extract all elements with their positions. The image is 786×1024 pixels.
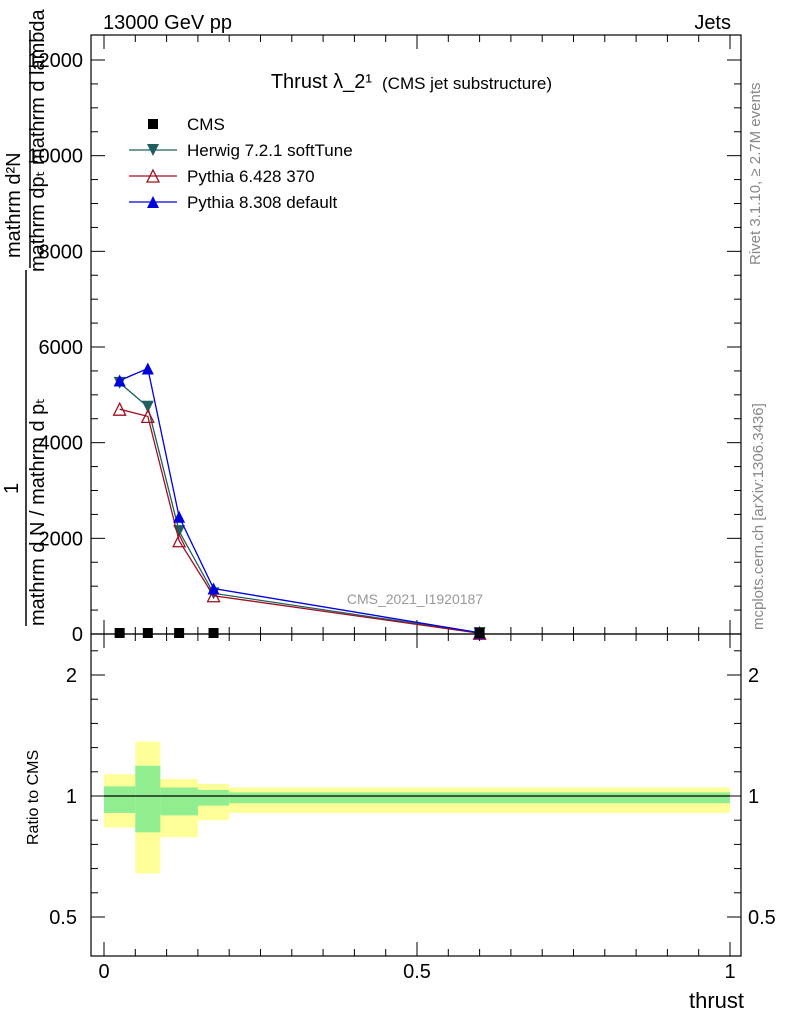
series-0-point-2	[174, 628, 185, 638]
legend-label-2: Pythia 6.428 370	[187, 167, 315, 186]
x-axis-label: thrust	[689, 988, 744, 1013]
legend-label-0: CMS	[187, 115, 225, 134]
ratio-y-tick-label-right: 1	[748, 786, 759, 808]
series-0-point-0	[114, 628, 125, 638]
main-series	[112, 362, 487, 640]
legend-marker-1	[147, 144, 159, 156]
main-y-tick-label: 12000	[27, 50, 83, 72]
ratio-y-tick-label-left: 1	[66, 786, 77, 808]
ratio-y-tick-label-right: 2	[748, 665, 759, 687]
ratio-frame	[90, 633, 742, 957]
series-2-point-3	[206, 588, 221, 603]
ylabel-numerator-1: mathrm d²N	[3, 152, 25, 258]
legend-label-1: Herwig 7.2.1 softTune	[187, 141, 353, 160]
ratio-y-axis: 0.5 0.5 1 1 2 2	[49, 650, 776, 929]
main-y-tick-label: 2000	[39, 528, 84, 550]
legend-marker-0	[148, 119, 158, 129]
series-0-point-3	[208, 628, 219, 638]
rivet-label: Rivet 3.1.10, ≥ 2.7M events	[747, 83, 764, 266]
ratio-band-inner	[197, 789, 230, 806]
ylabel-numerator-2: 1	[1, 483, 23, 494]
series-0-point-4	[474, 628, 485, 638]
header-left: 13000 GeV pp	[103, 12, 232, 34]
ratio-band-inner	[229, 792, 730, 804]
x-tick-label: 0.5	[403, 961, 431, 983]
ratio-y-tick-label-left: 2	[66, 665, 77, 687]
legend: CMS Herwig 7.2.1 softTune Pythia 6.428 370…	[129, 115, 353, 212]
ratio-ylabel: Ratio to CMS	[25, 750, 42, 845]
ylabel-denominator-2: mathrm d N / mathrm d pₜ	[27, 398, 49, 626]
legend-marker-2	[145, 168, 161, 183]
ratio-bands	[104, 741, 730, 874]
series-3-point-0	[113, 374, 126, 387]
main-ylabel: mathrm d²N mathrm dpₜ mathrm d lambda 1 …	[1, 8, 49, 626]
header-right: Jets	[694, 12, 731, 34]
main-y-tick-label: 8000	[39, 241, 84, 263]
series-2-point-1	[140, 408, 155, 424]
series-3-point-2	[173, 510, 186, 523]
chart-subtitle: (CMS jet substructure)	[382, 74, 552, 93]
ratio-band-inner	[104, 786, 136, 813]
series-2-point-0	[112, 401, 127, 416]
series-3-point-1	[141, 362, 154, 375]
x-tick-label: 0	[98, 961, 109, 983]
x-tick-label: 1	[724, 961, 735, 983]
ratio-panel: 0.5 0.51 12 2 0 0.5 1 Ratio to CMS thrust	[25, 633, 776, 1013]
series-0-point-1	[142, 628, 153, 638]
legend-marker-3	[147, 196, 159, 208]
ylabel-denominator-1: mathrm dpₜ mathrm d lambda	[27, 8, 49, 272]
series-1-point-1	[141, 400, 154, 413]
series-3-point-3	[207, 582, 220, 595]
chart-title: Thrust λ_2¹	[271, 71, 372, 93]
mcplots-label: mcplots.cern.ch [arXiv:1306.3436]	[750, 403, 767, 630]
ratio-y-tick-label-right: 0.5	[748, 907, 776, 929]
ratio-band-inner	[160, 787, 198, 816]
ratio-x-axis: 0 0.5 1	[98, 634, 736, 983]
watermark: CMS_2021_I1920187	[347, 591, 483, 607]
ratio-band-inner	[135, 765, 161, 833]
legend-label-3: Pythia 8.308 default	[187, 193, 338, 212]
main-y-tick-label: 0	[72, 624, 83, 646]
series-2-point-2	[172, 533, 187, 548]
series-line-2	[119, 408, 480, 634]
ratio-y-tick-label-left: 0.5	[49, 907, 77, 929]
main-y-tick-label: 6000	[39, 337, 84, 359]
main-y-tick-label: 10000	[27, 146, 83, 168]
main-y-tick-label: 4000	[39, 433, 84, 455]
main-y-axis: 0 2000 4000 6000 8000 10000 12000	[27, 50, 741, 646]
